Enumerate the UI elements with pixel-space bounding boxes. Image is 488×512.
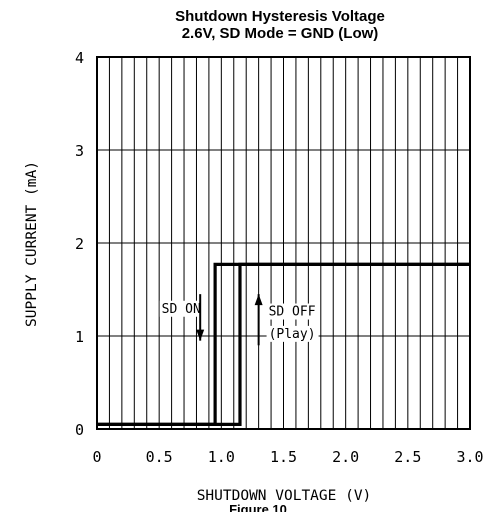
annotation-background <box>266 303 319 320</box>
annotations: SD ON SD OFF (Play) <box>159 294 319 346</box>
annotation-label: SD ON <box>162 302 201 317</box>
y-tick-label: 0 <box>75 421 84 439</box>
annotation-background <box>266 325 319 342</box>
y-tick-label: 1 <box>75 328 84 346</box>
x-tick-label: 3.0 <box>456 448 483 466</box>
x-axis-label: SHUTDOWN VOLTAGE (V) <box>197 488 372 504</box>
chart-title-line2: 2.6V, SD Mode = GND (Low) <box>182 25 379 42</box>
y-tick-label: 4 <box>75 49 84 67</box>
annotation-background <box>159 300 204 317</box>
grid <box>96 56 471 430</box>
x-tick-label: 0.5 <box>146 448 173 466</box>
x-tick-label: 2.5 <box>394 448 421 466</box>
plot-border <box>96 56 471 430</box>
arrow-down-icon <box>196 329 205 341</box>
tick-labels: 0 0.5 1.0 1.5 2.0 2.5 3.0 0 1 2 3 4 <box>75 49 484 466</box>
y-tick-label: 2 <box>75 235 84 253</box>
x-tick-label: 0 <box>92 448 101 466</box>
annotation-label: (Play) <box>269 327 316 342</box>
x-tick-label: 1.0 <box>208 448 235 466</box>
series-line <box>97 262 470 426</box>
y-tick-label: 3 <box>75 142 84 160</box>
x-tick-label: 2.0 <box>332 448 359 466</box>
annotation-label: SD OFF <box>269 305 316 320</box>
arrow-up-icon <box>254 294 263 306</box>
y-axis-label: SUPPLY CURRENT (mA) <box>24 161 40 327</box>
chart-title-line1: Shutdown Hysteresis Voltage <box>175 8 385 25</box>
x-tick-label: 1.5 <box>270 448 297 466</box>
data-series <box>97 262 470 426</box>
figure-caption: Figure 10 <box>229 502 287 512</box>
